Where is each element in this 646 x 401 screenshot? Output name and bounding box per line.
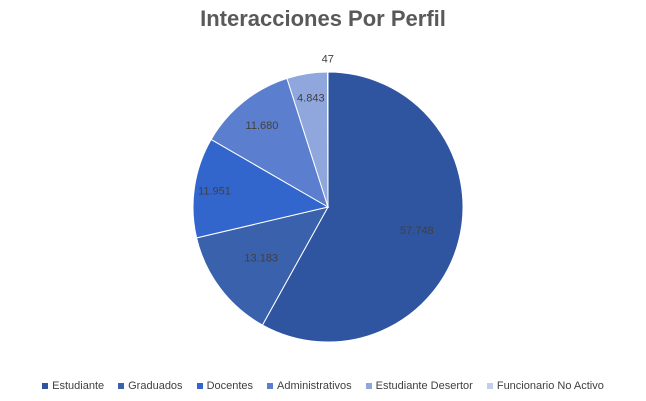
- data-label-administrativos: 11.680: [246, 120, 279, 132]
- data-label-graduados: 13.183: [244, 252, 278, 264]
- data-label-docentes: 11.951: [198, 185, 231, 197]
- legend-item-docentes: Docentes: [196, 380, 254, 392]
- legend-label: Estudiante Desertor: [375, 380, 473, 392]
- legend-swatch: [42, 383, 49, 389]
- legend-swatch: [486, 383, 493, 389]
- data-label-estudiante: 57.748: [400, 225, 434, 237]
- legend-item-graduados: Graduados: [118, 380, 183, 392]
- legend-swatch: [267, 383, 274, 389]
- legend-label: Estudiante: [52, 380, 105, 392]
- data-label-estudiante-desertor: 4.843: [297, 93, 325, 105]
- legend-swatch: [365, 383, 372, 389]
- legend-label: Graduados: [128, 380, 183, 392]
- pie-slice-docentes: [192, 138, 330, 239]
- legend-item-administrativos: Administrativos: [267, 380, 352, 392]
- legend-item-estudiante-desertor: Estudiante Desertor: [365, 380, 473, 392]
- pie-slice-administrativos: [210, 77, 329, 209]
- legend-item-funcionario-no-activo: Funcionario No Activo: [486, 380, 604, 392]
- pie-plot-area: 57.748 13.183 11.951 11.680 4.843 47: [192, 54, 464, 343]
- legend-label: Administrativos: [277, 380, 352, 392]
- legend-swatch: [196, 383, 203, 389]
- data-label-funcionario-no-activo: 47: [322, 54, 334, 66]
- legend-label: Funcionario No Activo: [496, 380, 604, 392]
- pie-slice-graduados: [195, 206, 329, 326]
- chart-legend: Estudiante Graduados Docentes Administrativ…: [0, 380, 646, 392]
- legend-item-estudiante: Estudiante: [42, 380, 104, 392]
- pie-slice-estudiante: [261, 71, 464, 343]
- legend-label: Docentes: [206, 380, 254, 392]
- chart-title: Interacciones Por Perfil: [200, 6, 446, 31]
- legend-swatch: [118, 383, 125, 389]
